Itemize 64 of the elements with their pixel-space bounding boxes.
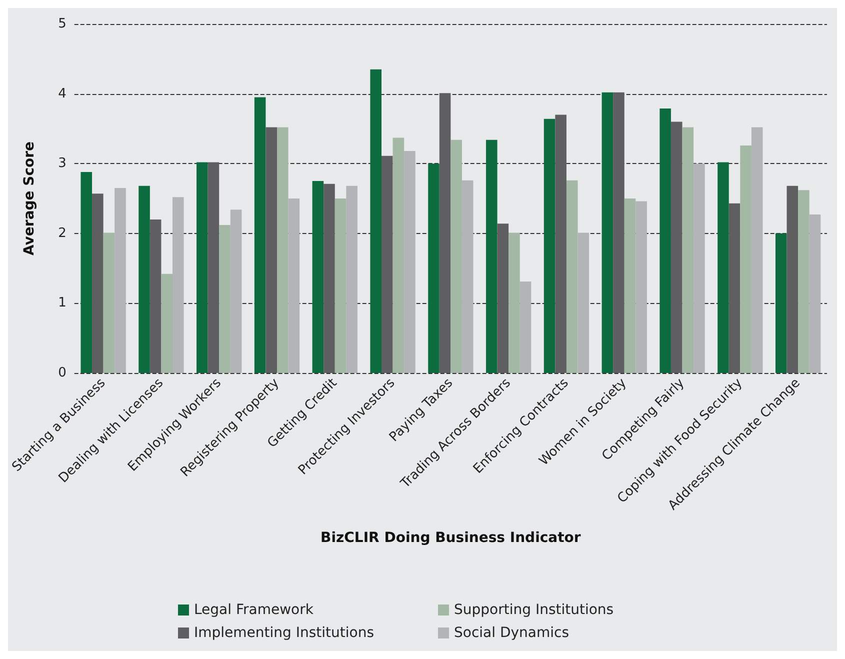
bar: [660, 108, 671, 373]
bar: [312, 181, 324, 373]
x-axis-title: BizCLIR Doing Business Indicator: [320, 530, 581, 546]
bar: [230, 210, 242, 373]
bar: [566, 180, 578, 373]
bar: [80, 172, 92, 373]
bar: [334, 198, 346, 373]
bar: [288, 198, 300, 373]
bar: [670, 122, 682, 373]
bar: [254, 97, 266, 373]
legend-label: Implementing Institutions: [194, 625, 374, 641]
bar: [578, 232, 590, 373]
bar: [324, 184, 335, 373]
bar: [428, 164, 440, 373]
bar: [544, 118, 556, 373]
bar: [370, 69, 382, 373]
bar: [602, 92, 614, 373]
bar: [150, 219, 162, 373]
y-tick-label: 3: [58, 156, 66, 172]
bar: [208, 162, 220, 373]
bar: [266, 127, 277, 373]
bar: [276, 127, 288, 373]
bar: [636, 201, 647, 373]
bar: [728, 203, 740, 373]
bar: [775, 233, 787, 373]
bar: [92, 194, 104, 373]
bar: [439, 93, 451, 373]
bar: [497, 224, 509, 373]
bar: [103, 232, 115, 373]
bar: [809, 214, 821, 373]
bar: [381, 156, 393, 373]
bar: [172, 197, 184, 373]
y-tick-label: 5: [58, 16, 66, 32]
y-tick-label: 1: [58, 296, 66, 311]
bar: [751, 127, 763, 373]
bar: [613, 92, 624, 373]
bar: [486, 140, 498, 373]
y-axis-title: Average Score: [21, 141, 38, 256]
bar: [740, 145, 752, 373]
legend-label: Legal Framework: [194, 602, 314, 618]
bar: [555, 114, 566, 373]
bar: [196, 162, 208, 373]
bar: [346, 186, 358, 373]
bar: [798, 190, 810, 373]
legend-label: Supporting Institutions: [454, 602, 614, 618]
bar: [508, 232, 520, 373]
bar: [161, 274, 172, 373]
bar: [462, 180, 474, 373]
bar: [682, 127, 694, 373]
bar: [404, 151, 416, 373]
bar: [450, 140, 462, 373]
legend-label: Social Dynamics: [454, 625, 569, 641]
bar: [694, 164, 705, 373]
bar: [624, 198, 636, 373]
bar: [114, 188, 126, 373]
bar: [219, 225, 230, 373]
bar: [138, 186, 150, 373]
bar: [786, 186, 798, 373]
y-tick-label: 2: [58, 226, 66, 241]
y-tick-label: 4: [58, 86, 66, 102]
bar: [392, 138, 404, 373]
bar: [718, 162, 729, 373]
bar: [520, 282, 532, 373]
y-tick-label: 0: [58, 366, 66, 380]
